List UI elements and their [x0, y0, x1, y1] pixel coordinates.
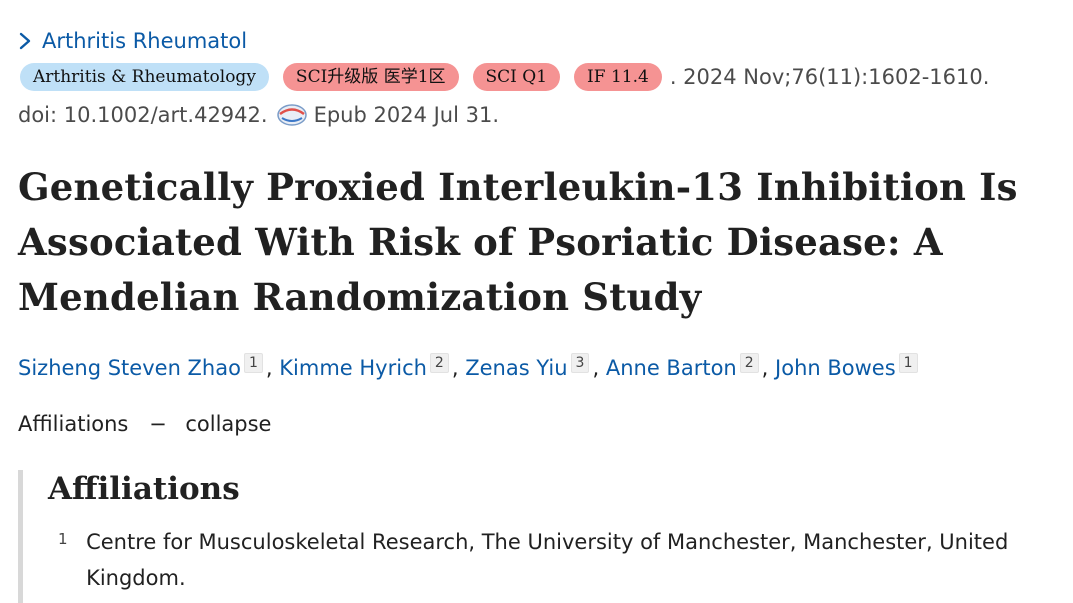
author-separator: , — [592, 356, 600, 380]
impact-factor-badge[interactable]: IF 11.4 — [574, 63, 662, 91]
affiliation-ref[interactable]: 1 — [243, 353, 263, 373]
collapse-link[interactable]: collapse — [185, 412, 272, 436]
author-separator: , — [451, 356, 459, 380]
affiliation-text: Centre for Musculoskeletal Research, The… — [86, 530, 1009, 590]
affiliation-ref[interactable]: 1 — [898, 353, 918, 373]
sci-quartile-badge[interactable]: SCI Q1 — [472, 63, 561, 91]
affiliation-ref[interactable]: 2 — [429, 353, 449, 373]
author-separator: , — [761, 356, 769, 380]
affiliation-item: 1 Centre for Musculoskeletal Research, T… — [58, 526, 1048, 596]
journal-badge[interactable]: Arthritis & Rheumatology — [20, 63, 269, 91]
article-title: Genetically Proxied Interleukin-13 Inhib… — [18, 165, 1018, 319]
epub-icon — [276, 104, 307, 126]
citation-date: . 2024 Nov;76(11):1602-1610. — [669, 65, 990, 89]
affiliations-toggle-label: Affiliations — [18, 412, 129, 436]
journal-link[interactable]: Arthritis Rheumatol — [18, 27, 247, 55]
author-link[interactable]: John Bowes — [775, 356, 896, 380]
sci-zone-badge[interactable]: SCI升级版 医学1区 — [282, 63, 459, 91]
author-list: Sizheng Steven Zhao 1, Kimme Hyrich 2, Zen… — [18, 352, 921, 384]
affiliations-panel: Affiliations 1 Centre for Musculoskeleta… — [18, 470, 1063, 603]
journal-name: Arthritis Rheumatol — [42, 29, 248, 53]
affiliations-heading: Affiliations — [48, 471, 240, 507]
author-link[interactable]: Sizheng Steven Zhao — [18, 356, 241, 380]
author-link[interactable]: Zenas Yiu — [465, 356, 568, 380]
collapse-dash-icon: − — [149, 412, 167, 436]
affiliation-number: 1 — [58, 530, 68, 548]
chevron-right-icon — [19, 32, 31, 50]
doi-line: doi: 10.1002/art.42942. Epub 2024 Jul 31… — [18, 101, 499, 129]
affiliation-ref[interactable]: 3 — [570, 353, 590, 373]
affiliations-toggle[interactable]: Affiliations − collapse — [18, 409, 271, 439]
citation-meta: Arthritis & Rheumatology SCI升级版 医学1区 SCI… — [18, 60, 1063, 94]
author-separator: , — [265, 356, 273, 380]
author-link[interactable]: Anne Barton — [605, 356, 737, 380]
epub-text: Epub 2024 Jul 31. — [313, 103, 500, 127]
affiliation-ref[interactable]: 2 — [739, 353, 759, 373]
doi-text: doi: 10.1002/art.42942. — [18, 103, 268, 127]
author-link[interactable]: Kimme Hyrich — [279, 356, 427, 380]
